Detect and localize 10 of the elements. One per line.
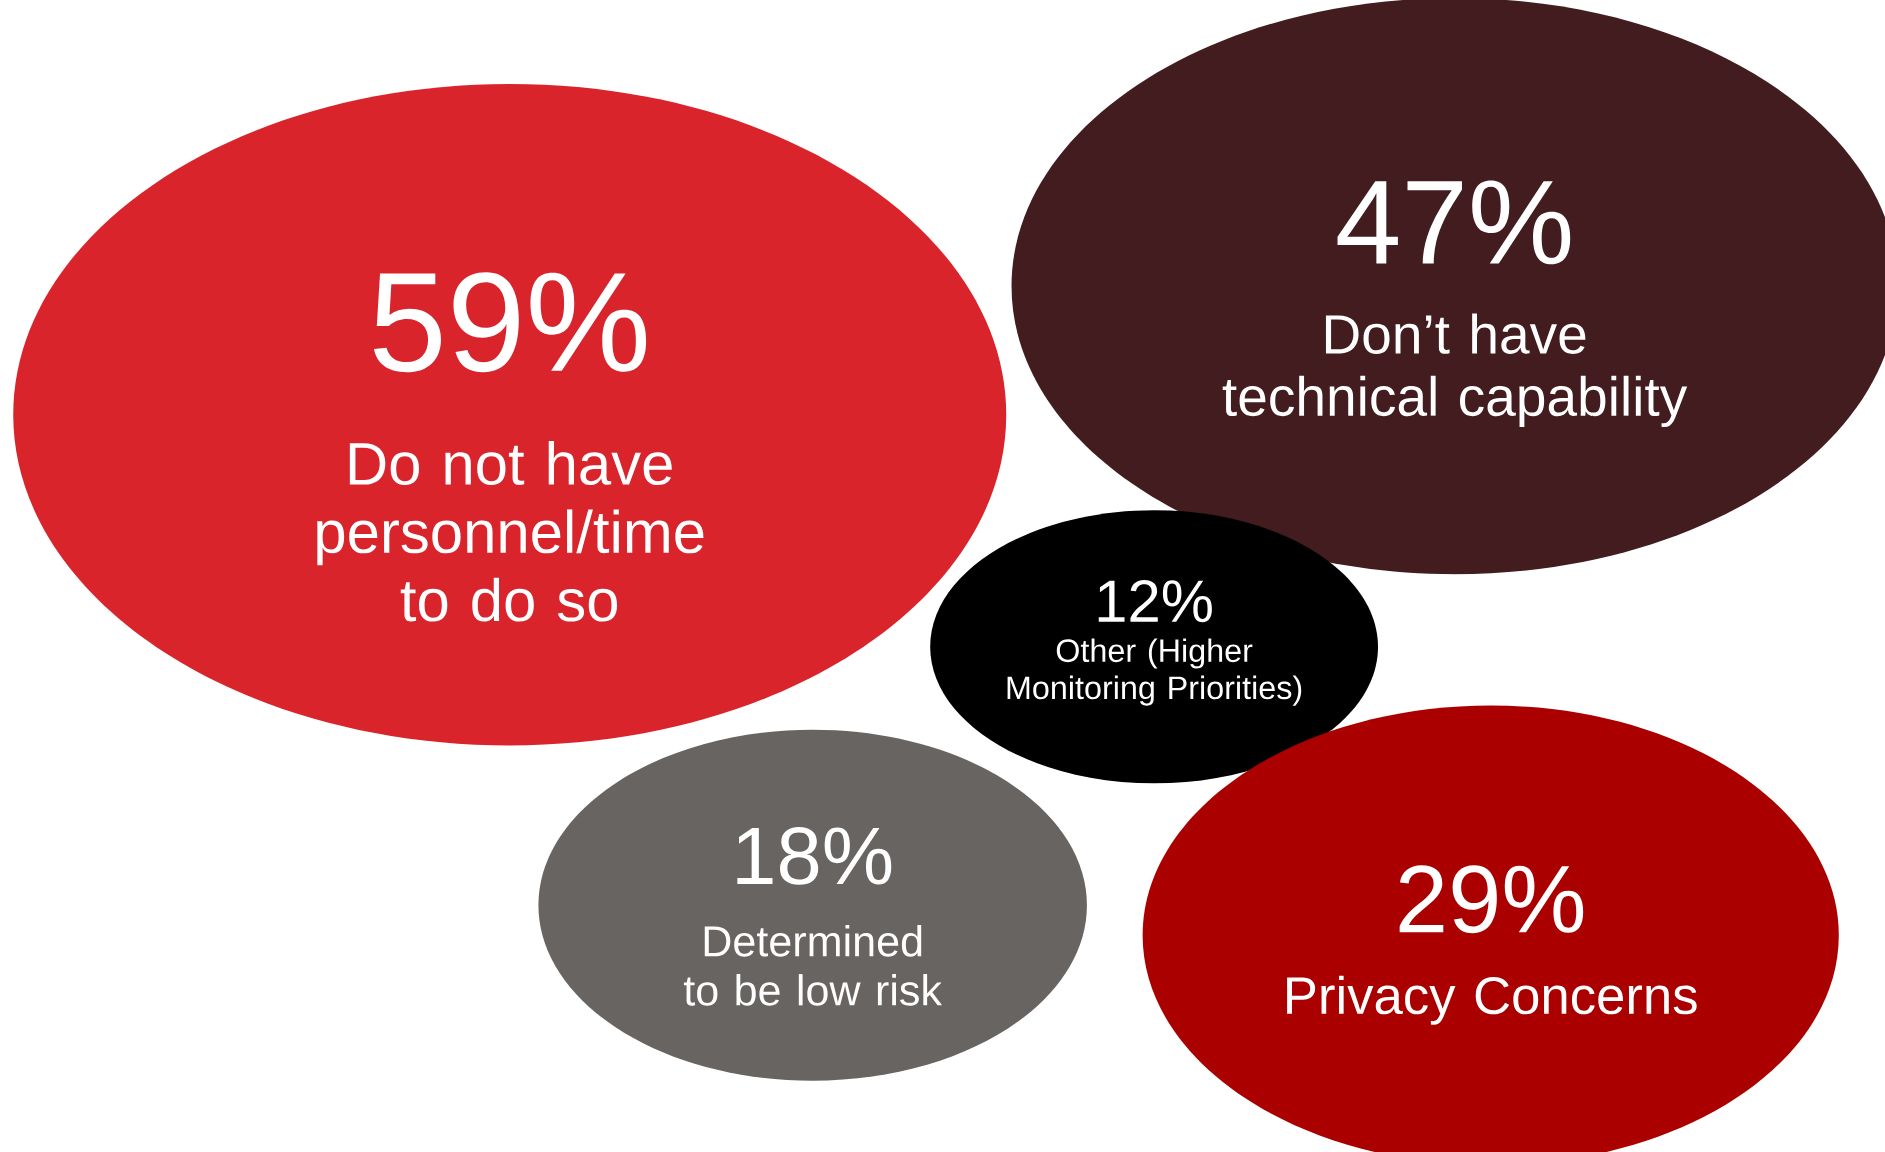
category-label: Do not have personnel/time to do so (317, 441, 704, 622)
category-label: Other (Higher Monitoring Priorities) (1007, 638, 1302, 706)
data-label: 12% (1098, 580, 1212, 623)
data-label: 47% (1337, 180, 1571, 265)
category-label: Privacy Concerns (1287, 975, 1697, 1025)
data-label: 18% (737, 827, 892, 885)
data-label: 29% (1399, 865, 1584, 934)
category-label: Determined to be low risk (683, 925, 943, 1006)
category-label: Don’t have technical capability (1222, 313, 1688, 428)
data-label: 59% (373, 272, 647, 373)
